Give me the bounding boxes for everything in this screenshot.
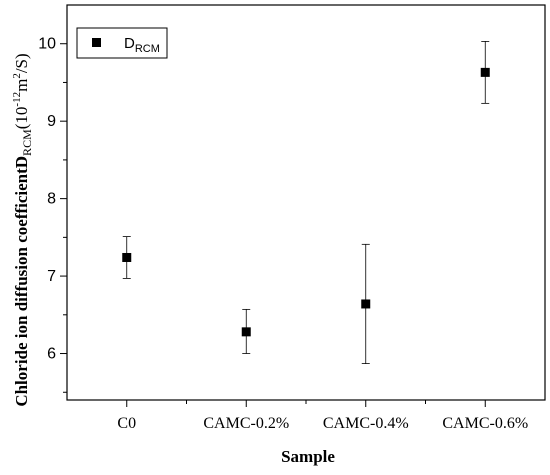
y-axis-title-sub: RCM (20, 129, 34, 156)
x-tick-label: C0 (117, 415, 136, 432)
legend-label-main: D (124, 35, 135, 52)
y-axis-title-open: (10 (12, 107, 31, 130)
plot-area (66, 4, 546, 401)
data-point (361, 299, 371, 309)
y-axis-title-close: /S) (12, 53, 31, 73)
y-axis: 6 7 8 9 10 (38, 36, 67, 393)
y-axis-title-exp1: -12 (11, 92, 23, 107)
y-axis-title-main: Chloride ion diffusion coefficientD (12, 156, 31, 407)
data-series (122, 41, 490, 364)
y-tick-label: 9 (47, 113, 56, 130)
y-tick-label: 6 (47, 346, 56, 363)
y-tick-label: 7 (47, 268, 56, 285)
y-tick-label: 8 (47, 191, 56, 208)
legend-label: DRCM (124, 35, 160, 55)
legend-marker (92, 38, 101, 47)
legend: DRCM (76, 27, 168, 59)
y-tick-label: 10 (38, 36, 56, 53)
x-tick-label: CAMC-0.2% (203, 415, 289, 432)
data-point (480, 67, 490, 77)
data-point (241, 327, 251, 337)
data-point (122, 252, 132, 262)
legend-label-sub: RCM (135, 43, 160, 55)
y-axis-title-mid: m (12, 79, 31, 92)
x-tick-label: CAMC-0.6% (442, 415, 528, 432)
x-axis-title: Sample (281, 447, 335, 466)
y-axis-title: Chloride ion diffusion coefficientDRCM(1… (11, 53, 34, 406)
plot-frame (66, 4, 546, 401)
x-axis: C0 CAMC-0.2% CAMC-0.4% CAMC-0.6% (117, 400, 528, 432)
x-tick-label: CAMC-0.4% (323, 415, 409, 432)
y-axis-title-exp2: 2 (11, 73, 23, 79)
